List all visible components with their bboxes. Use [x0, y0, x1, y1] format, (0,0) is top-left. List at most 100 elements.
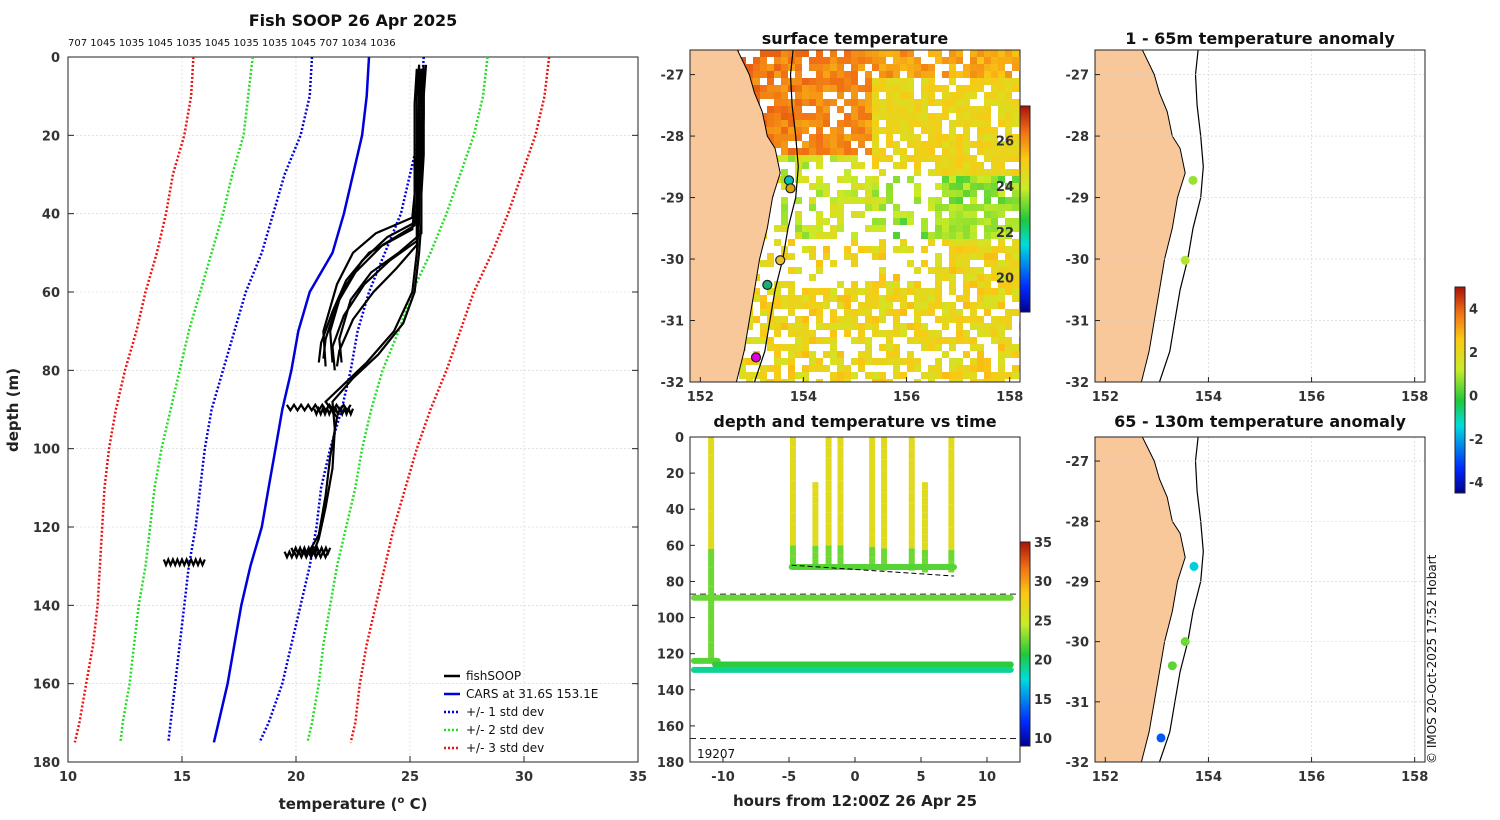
anomaly-colorbar-band	[1455, 296, 1465, 298]
anomaly-colorbar-band	[1455, 291, 1465, 293]
sst-pixel	[802, 225, 809, 232]
anomaly-colorbar-band	[1455, 427, 1465, 429]
sst-colorbar-band	[1020, 106, 1030, 108]
profile-ytick-label: 0	[51, 51, 60, 66]
anomaly-colorbar-band	[1455, 437, 1465, 439]
anomaly-colorbar-band	[1455, 338, 1465, 340]
sst-pixel	[858, 99, 865, 106]
sst-colorbar-band	[1020, 164, 1030, 166]
sst-pixel	[984, 204, 991, 211]
sst-pixel	[900, 330, 907, 337]
sst-pixel	[774, 351, 781, 358]
sst-pixel	[795, 344, 802, 351]
sst-colorbar-band	[1020, 203, 1030, 205]
sst-pixel	[900, 155, 907, 162]
anomaly-colorbar-band	[1455, 385, 1465, 387]
sst-pixel	[809, 330, 816, 337]
dt-colorbar-label: 30	[1034, 575, 1052, 590]
sst-pixel	[949, 127, 956, 134]
sst-pixel	[844, 78, 851, 85]
dt-colorbar-band	[1020, 711, 1030, 713]
sst-colorbar-band	[1020, 135, 1030, 137]
sst-colorbar-band	[1020, 268, 1030, 270]
dt-colorbar-band	[1020, 731, 1030, 733]
sst-pixel	[774, 50, 781, 57]
anomaly-colorbar-band	[1455, 483, 1465, 485]
anomaly-colorbar-band	[1455, 378, 1465, 380]
sst-pixel	[949, 162, 956, 169]
sst-colorbar-band	[1020, 148, 1030, 150]
sst-pixel	[949, 155, 956, 162]
sst-pixel	[830, 197, 837, 204]
anomaly-colorbar-band	[1455, 300, 1465, 302]
sst-pixel	[1012, 288, 1019, 295]
anomaly-colorbar-band	[1455, 332, 1465, 334]
dt-colorbar-band	[1020, 547, 1030, 549]
profile-top-labels: 707 1045 1035 1045 1035 1045 1035 1035 1…	[68, 38, 396, 49]
sst-pixel	[963, 232, 970, 239]
sst-pixel	[816, 113, 823, 120]
sst-pixel	[788, 302, 795, 309]
sst-pixel	[781, 113, 788, 120]
sst-pixel	[858, 337, 865, 344]
sst-pixel	[914, 113, 921, 120]
sst-pixel	[963, 316, 970, 323]
dt-colorbar-band	[1020, 640, 1030, 642]
anomaly-colorbar-band	[1455, 365, 1465, 367]
dt-colorbar-band	[1020, 553, 1030, 555]
map-axes-box	[1094, 436, 1426, 763]
dt-colorbar-band	[1020, 696, 1030, 698]
sst-pixel	[977, 134, 984, 141]
sst-pixel	[949, 120, 956, 127]
sst-pixel	[865, 71, 872, 78]
dt-colorbar-band	[1020, 739, 1030, 741]
sst-pixel	[998, 267, 1005, 274]
anomaly-deep-panel: 65 - 130m temperature anomaly 152 154 156 1…	[1066, 412, 1429, 785]
sst-pixel	[998, 281, 1005, 288]
sst-pixel	[949, 379, 956, 382]
sst-colorbar-band	[1020, 285, 1030, 287]
sst-pixel	[1005, 113, 1012, 120]
sst-pixel	[970, 50, 977, 57]
dt-colorbar-band	[1020, 632, 1030, 634]
sst-pixel	[963, 330, 970, 337]
sst-pixel	[928, 148, 935, 155]
dt-colorbar-band	[1020, 684, 1030, 686]
sst-pixel	[935, 204, 942, 211]
sst-pixel	[991, 372, 998, 379]
map-ytick-label: -30	[1066, 636, 1090, 651]
anomaly-colorbar-band	[1455, 373, 1465, 375]
sst-pixel	[963, 162, 970, 169]
sst-pixel	[858, 134, 865, 141]
sst-pixel	[739, 372, 746, 379]
sst-pixel	[949, 183, 956, 190]
legend-cars: CARS at 31.6S 153.1E	[466, 687, 598, 701]
sst-pixel	[928, 232, 935, 239]
sst-pixel	[956, 134, 963, 141]
dt-colorbar-band	[1020, 608, 1030, 610]
sst-pixel	[886, 344, 893, 351]
sst-pixel	[879, 358, 886, 365]
anomaly-colorbar-band	[1455, 409, 1465, 411]
dt-colorbar-band	[1020, 569, 1030, 571]
anomaly-colorbar-band	[1455, 457, 1465, 459]
sst-pixel	[816, 288, 823, 295]
sst-pixel	[809, 57, 816, 64]
map-ytick-label: -31	[661, 315, 685, 330]
dt-colorbar-band	[1020, 726, 1030, 728]
sst-pixel	[774, 57, 781, 64]
sst-pixel	[893, 176, 900, 183]
sst-colorbar-band	[1020, 263, 1030, 265]
sst-pixel	[991, 155, 998, 162]
sst-pixel	[991, 204, 998, 211]
anomaly-colorbar-band	[1455, 430, 1465, 432]
anomaly-colorbar-band	[1455, 320, 1465, 322]
sst-pixel	[984, 288, 991, 295]
sst-colorbar-band	[1020, 237, 1030, 239]
dt-colorbar-band	[1020, 566, 1030, 568]
sst-pixel	[914, 309, 921, 316]
anomaly-colorbar-band	[1455, 349, 1465, 351]
sst-pixel	[921, 85, 928, 92]
sst-pixel	[760, 365, 767, 372]
sst-pixel	[900, 127, 907, 134]
